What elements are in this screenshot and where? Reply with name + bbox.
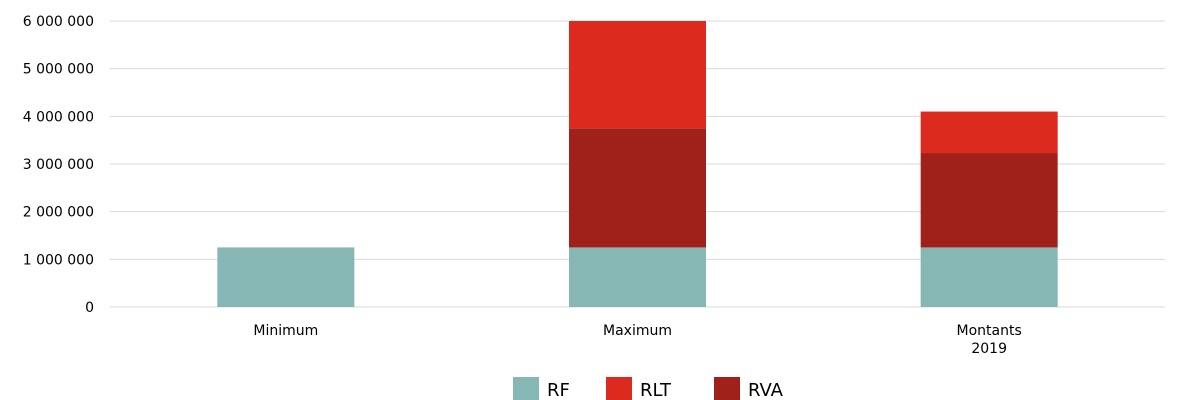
- x-category-label: Montants: [957, 323, 1022, 339]
- bars: [217, 21, 1058, 307]
- legend-swatch-rf: [513, 377, 539, 400]
- y-tick-label: 4 000 000: [23, 109, 94, 125]
- y-tick-label: 0: [85, 300, 94, 316]
- x-category-label: Minimum: [253, 323, 318, 339]
- bar-rva-1: [569, 128, 706, 248]
- bar-rva-2: [920, 153, 1058, 248]
- bar-rf-2: [920, 247, 1058, 307]
- x-category-label: Maximum: [603, 323, 672, 339]
- y-tick-label: 5 000 000: [23, 62, 94, 78]
- y-tick-label: 2 000 000: [23, 205, 94, 221]
- x-category-label: 2019: [971, 341, 1007, 357]
- y-axis-ticks: 0 1 000 000 2 000 000 3 000 000 4 000 000 5 0…: [23, 14, 94, 316]
- y-tick-label: 1 000 000: [23, 252, 94, 268]
- bar-rlt-1: [569, 21, 706, 129]
- bar-rf-0: [217, 247, 355, 307]
- legend-label-rva: RVA: [748, 380, 784, 400]
- y-tick-label: 3 000 000: [23, 157, 94, 173]
- x-axis-categories: Minimum Maximum Montants 2019: [253, 323, 1021, 357]
- legend-label-rlt: RLT: [640, 380, 672, 400]
- bar-rf-1: [569, 247, 706, 307]
- legend-label-rf: RF: [547, 380, 570, 400]
- y-tick-label: 6 000 000: [23, 14, 94, 30]
- legend-swatch-rlt: [606, 377, 632, 400]
- bar-rlt-2: [920, 111, 1058, 154]
- legend-swatch-rva: [714, 377, 740, 400]
- legend: RF RLT RVA: [513, 377, 784, 400]
